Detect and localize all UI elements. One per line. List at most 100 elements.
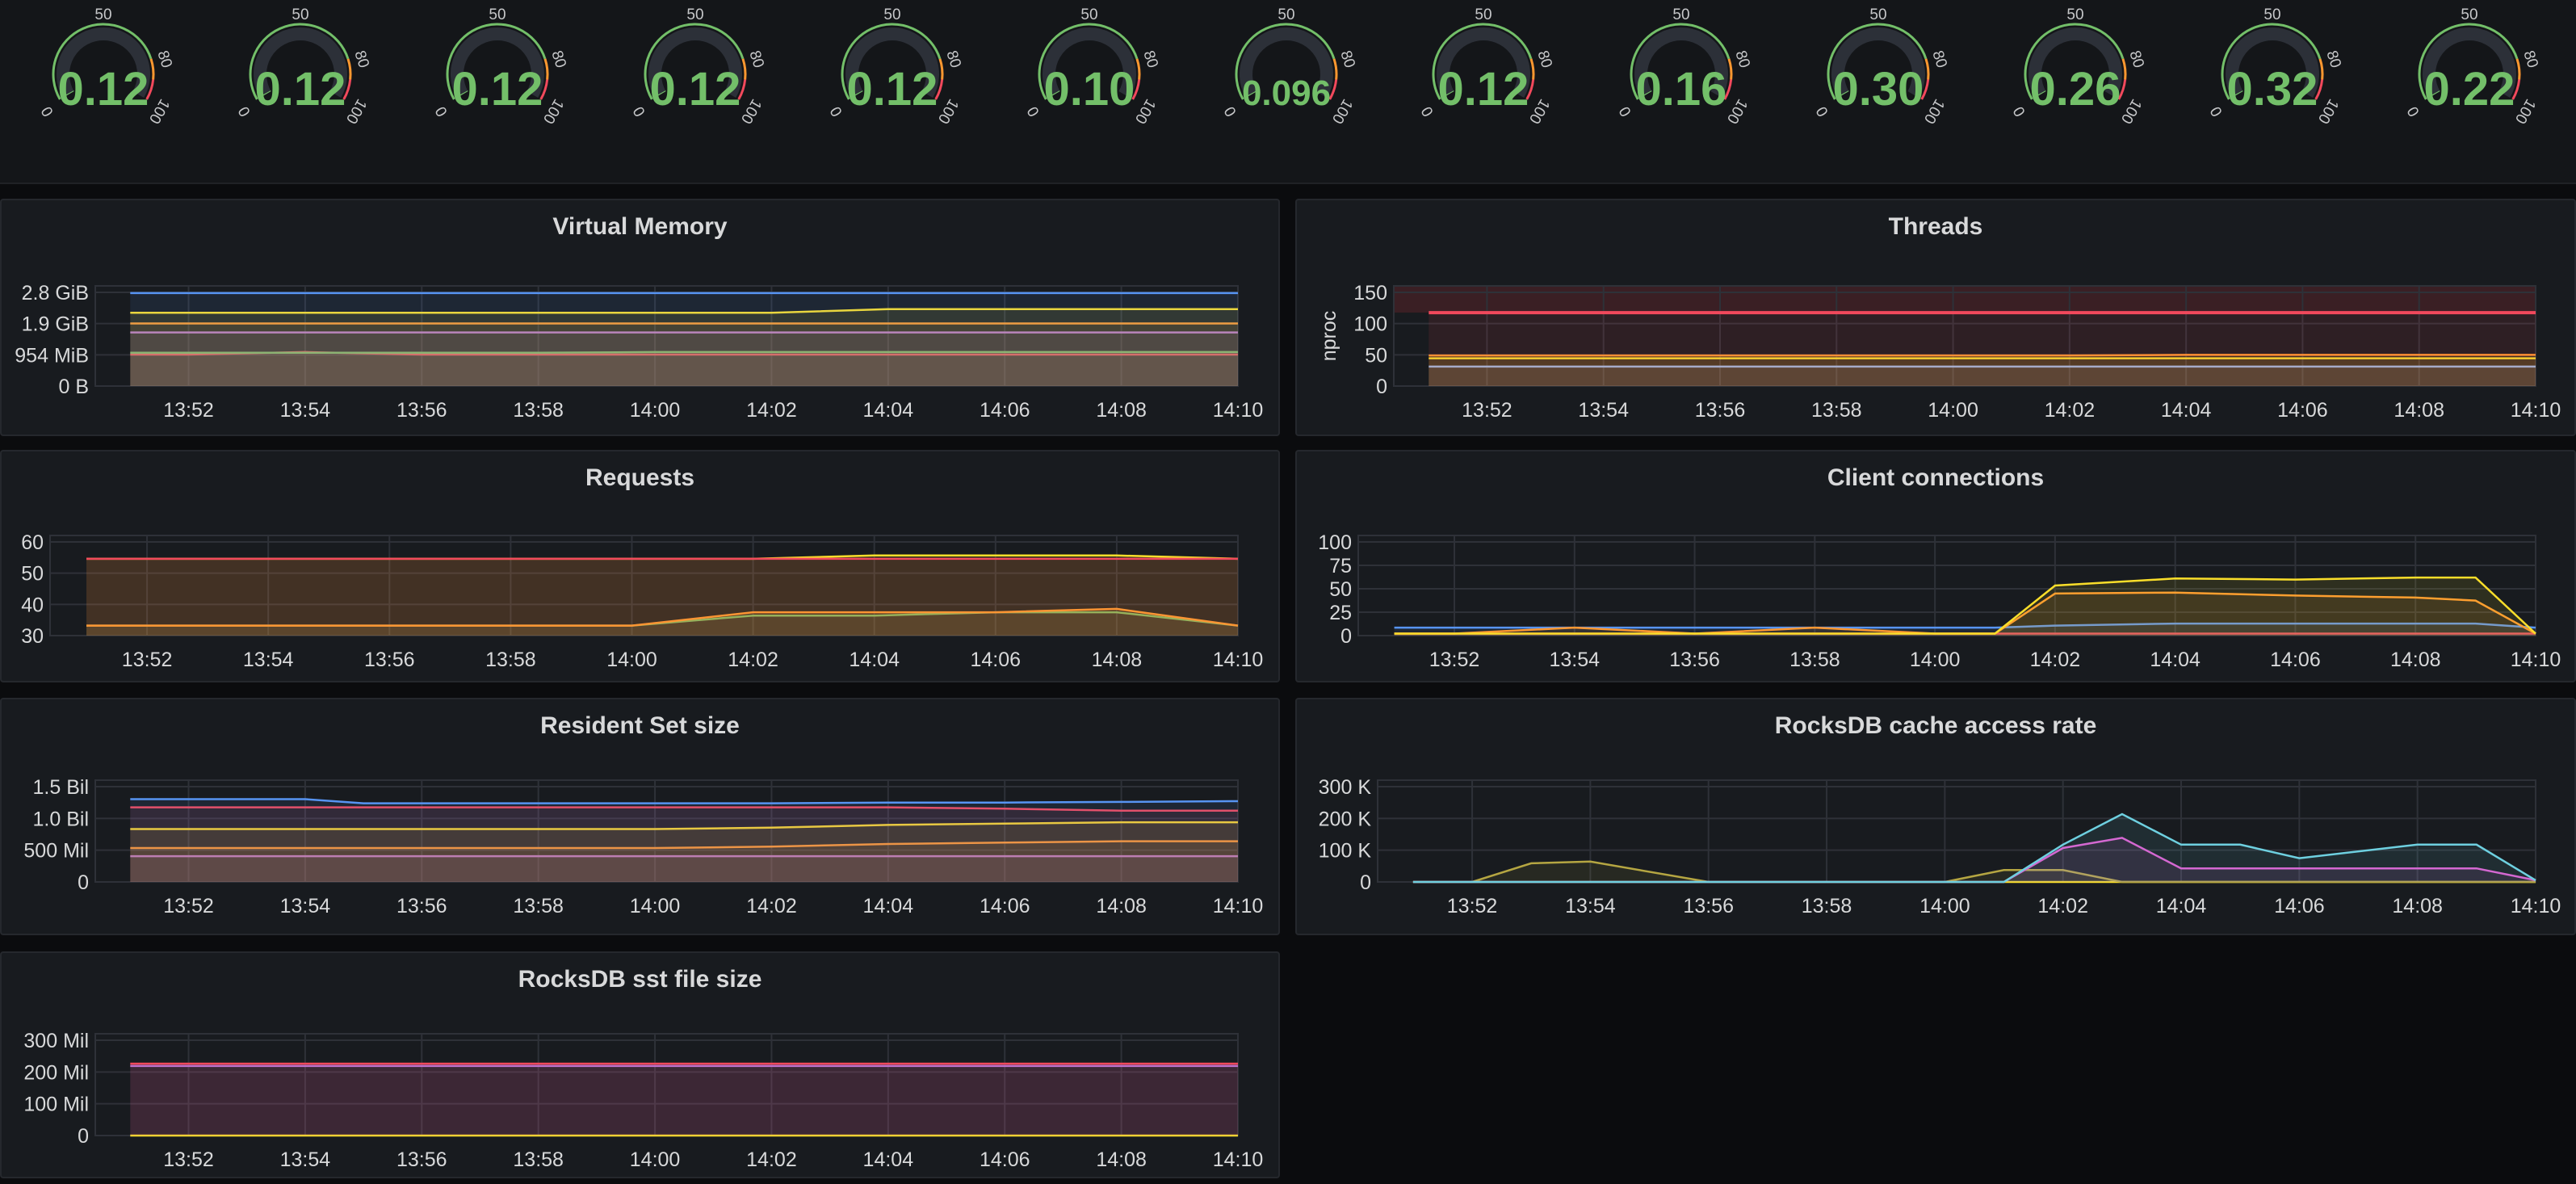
gauge-threshold-green — [1827, 23, 1928, 100]
gauge-track — [845, 27, 939, 98]
gauge-scale-label: 100 — [736, 96, 764, 127]
y-tick-label: 25 — [1329, 602, 1352, 624]
y-tick-label: 200 Mil — [23, 1061, 89, 1084]
gauge-scale-label: 80 — [745, 48, 767, 70]
y-tick-label: 30 — [21, 625, 44, 648]
gauge-threshold-orange — [938, 58, 944, 80]
gauge-scale-label: 50 — [686, 6, 703, 23]
gauge-scale-label: 100 — [1722, 96, 1750, 127]
series-area — [86, 555, 1238, 636]
chart-requests: 60 50 40 30 13:52 13:54 13:56 13:58 14:00 14:02 14… — [21, 531, 1263, 671]
x-tick-label: 13:58 — [513, 1148, 564, 1171]
gauge-threshold-green — [446, 23, 547, 100]
gauge-scale-label: 0 — [2208, 103, 2226, 120]
gauge-scale-label: 50 — [883, 6, 900, 23]
x-tick-label: 13:56 — [396, 895, 447, 917]
series-line — [130, 840, 1238, 850]
x-tick-label: 14:02 — [728, 649, 778, 671]
series-area — [130, 856, 1238, 882]
gauge-track — [648, 27, 742, 98]
gauge-scale-label: 80 — [1731, 48, 1753, 70]
chart-rocksdb-sst-file-size: 300 Mil 200 Mil 100 Mil 0 13:52 13:54 13:56 13:… — [23, 1030, 1263, 1171]
gauge-scale-label: 100 — [145, 96, 173, 127]
gauge-scale-label: 80 — [1139, 48, 1161, 70]
x-tick-label: 13:54 — [280, 895, 331, 917]
gauge-value: 0.096 — [1242, 73, 1331, 113]
x-tick-label: 14:04 — [849, 649, 900, 671]
x-tick-label: 14:08 — [1096, 399, 1147, 422]
y-tick-label: 60 — [21, 531, 44, 554]
gauge-threshold-green — [52, 23, 153, 100]
gauge-scale-label: 0 — [1813, 103, 1831, 120]
gauge-threshold-orange — [741, 58, 747, 80]
x-tick-label: 13:56 — [364, 649, 415, 671]
gauge-scale-label: 100 — [539, 96, 567, 127]
x-tick-label: 13:58 — [1802, 895, 1852, 917]
x-tick-label: 14:08 — [2390, 649, 2441, 671]
series-area — [1394, 592, 2536, 636]
panel-threads[interactable]: Threads 150 100 50 0 13:52 13:54 13:56 13:58 14:… — [1295, 199, 2576, 436]
series-area — [86, 608, 1238, 636]
x-tick-label: 14:10 — [2511, 649, 2561, 671]
x-tick-label: 13:54 — [1550, 649, 1601, 671]
panel-title: RocksDB sst file size — [518, 966, 762, 993]
gauge-scale-label: 50 — [2461, 6, 2478, 23]
series-area — [130, 799, 1238, 882]
series-area — [130, 822, 1238, 882]
panel-rocksdb-sst-file-size[interactable]: RocksDB sst file size 300 Mil 200 Mil 100 … — [0, 951, 1280, 1178]
panel-rocksdb-cache-access-rate[interactable]: RocksDB cache access rate 300 K 200 K 100 … — [1295, 698, 2576, 935]
gauge-value: 0.16 — [1635, 63, 1726, 115]
panel-resident-set-size[interactable]: Resident Set size 1.5 Bil 1.0 Bil 500 Mil 0… — [0, 698, 1280, 935]
gauge-threshold-red — [145, 79, 155, 100]
y-tick-label: 1.0 Bil — [33, 808, 89, 830]
gauge-threshold-green — [249, 23, 350, 100]
panel-title: Virtual Memory — [552, 213, 728, 240]
x-tick-label: 14:02 — [746, 895, 797, 917]
gauge-scale-label: 80 — [548, 48, 570, 70]
gauge-scale-label: 0 — [2010, 103, 2028, 120]
gauge-threshold-green — [841, 23, 942, 100]
plot-frame — [94, 779, 1239, 883]
series-area — [130, 292, 1238, 386]
y-tick-label: 954 MiB — [15, 344, 89, 367]
gauge-scale-label: 100 — [934, 96, 962, 127]
series-line — [130, 821, 1238, 830]
x-tick-label: 13:56 — [1669, 649, 1720, 671]
x-tick-label: 14:00 — [1928, 399, 1978, 422]
y-tick-label: 50 — [21, 563, 44, 586]
panel-requests[interactable]: Requests 60 50 40 30 13:52 13:54 13:56 13:58 14:… — [0, 450, 1280, 682]
x-tick-label: 14:04 — [863, 399, 914, 422]
y-tick-label: 100 — [1318, 531, 1352, 554]
gauge-scale-label: 50 — [2066, 6, 2083, 23]
series-line — [1412, 812, 2536, 884]
x-tick-label: 14:06 — [980, 399, 1030, 422]
x-tick-label: 13:54 — [243, 649, 294, 671]
y-tick-label: 500 Mil — [23, 840, 89, 863]
gauge-scale-label: 0 — [1222, 103, 1240, 120]
gauge-scale-label: 100 — [1920, 96, 1948, 127]
panel-virtual-memory[interactable]: Virtual Memory 2.8 GiB 1.9 GiB 954 MiB 0 B 1… — [0, 199, 1280, 436]
gauge-threshold-red — [539, 79, 549, 100]
gauge-scale-label: 50 — [2264, 6, 2281, 23]
x-tick-label: 14:00 — [630, 895, 681, 917]
gauge-scale-label: 80 — [153, 48, 175, 70]
y-tick-label: 0 — [1360, 871, 1371, 894]
gauge-threshold-orange — [1529, 58, 1535, 80]
gauge-row: 0 50 80 100 0.12 0 50 80 100 0.12 0 50 80 100 0.12 0 50 8… — [0, 0, 2576, 184]
x-tick-label: 13:58 — [513, 399, 564, 422]
y-tick-label: 0 — [78, 1125, 89, 1148]
x-tick-label: 14:02 — [2037, 895, 2088, 917]
x-tick-label: 14:08 — [1096, 895, 1147, 917]
threshold-region — [1394, 286, 2536, 313]
y-tick-label: 1.9 GiB — [22, 313, 89, 336]
series-area — [1429, 366, 2536, 386]
y-tick-label: 100 K — [1319, 840, 1372, 863]
panel-client-connections[interactable]: Client connections 100 75 50 25 0 13:52 13:54 1… — [1295, 450, 2576, 682]
gauge-threshold-red — [2314, 79, 2324, 100]
x-tick-label: 13:54 — [280, 399, 331, 422]
gauge-threshold-green — [2024, 23, 2125, 100]
